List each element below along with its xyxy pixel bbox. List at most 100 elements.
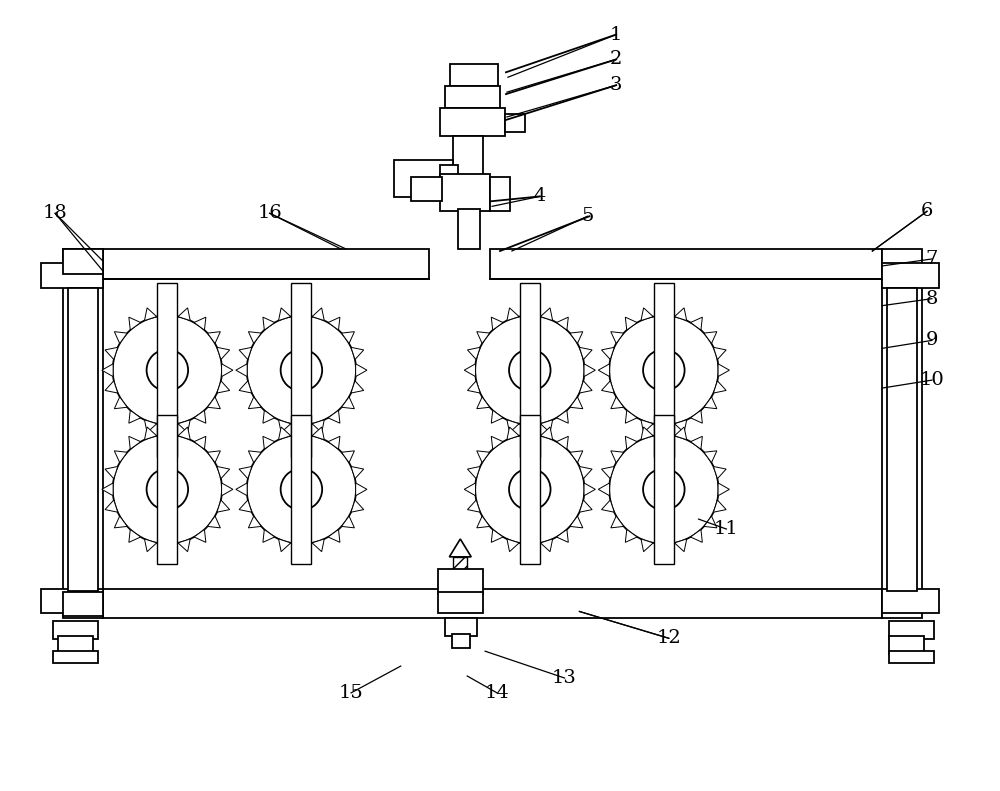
- Bar: [53, 622, 98, 639]
- Polygon shape: [540, 420, 553, 433]
- Polygon shape: [625, 317, 637, 330]
- Polygon shape: [556, 411, 568, 423]
- Polygon shape: [351, 467, 364, 479]
- Polygon shape: [328, 437, 340, 449]
- Polygon shape: [579, 347, 592, 360]
- Polygon shape: [477, 451, 490, 463]
- Polygon shape: [351, 380, 364, 393]
- Bar: [490, 249, 882, 278]
- Polygon shape: [312, 420, 324, 433]
- Polygon shape: [351, 347, 364, 360]
- Polygon shape: [161, 543, 174, 554]
- Circle shape: [643, 350, 685, 391]
- Polygon shape: [248, 331, 261, 343]
- Polygon shape: [540, 308, 553, 320]
- Polygon shape: [222, 364, 233, 377]
- Circle shape: [147, 350, 188, 391]
- Bar: [440, 165, 458, 195]
- Bar: [882, 263, 939, 288]
- Circle shape: [475, 316, 584, 425]
- Circle shape: [247, 435, 356, 544]
- Bar: [490, 176, 510, 211]
- Circle shape: [643, 468, 685, 510]
- Polygon shape: [144, 308, 157, 320]
- Bar: [68, 288, 98, 591]
- Polygon shape: [178, 308, 190, 320]
- Text: 16: 16: [257, 204, 282, 222]
- Circle shape: [281, 468, 322, 510]
- Polygon shape: [507, 420, 519, 433]
- Polygon shape: [342, 397, 354, 409]
- Polygon shape: [239, 347, 252, 360]
- Polygon shape: [312, 539, 324, 551]
- Polygon shape: [641, 308, 653, 320]
- Polygon shape: [556, 317, 568, 330]
- Polygon shape: [611, 451, 624, 463]
- Polygon shape: [540, 539, 553, 551]
- Polygon shape: [105, 380, 118, 393]
- Polygon shape: [194, 317, 206, 330]
- Polygon shape: [263, 317, 275, 330]
- Bar: [157, 414, 177, 564]
- Polygon shape: [236, 364, 247, 377]
- Polygon shape: [467, 347, 480, 360]
- Polygon shape: [328, 317, 340, 330]
- Text: 6: 6: [921, 202, 933, 221]
- Polygon shape: [161, 425, 174, 436]
- Polygon shape: [217, 467, 230, 479]
- Polygon shape: [207, 331, 220, 343]
- Polygon shape: [602, 380, 614, 393]
- Polygon shape: [579, 380, 592, 393]
- Polygon shape: [161, 424, 174, 435]
- Bar: [654, 414, 674, 564]
- Polygon shape: [279, 427, 291, 440]
- Polygon shape: [570, 451, 583, 463]
- Polygon shape: [477, 516, 490, 528]
- Bar: [882, 249, 922, 619]
- Polygon shape: [464, 483, 476, 496]
- Polygon shape: [178, 420, 190, 433]
- Polygon shape: [178, 539, 190, 551]
- Polygon shape: [194, 529, 206, 543]
- Polygon shape: [129, 529, 141, 543]
- Polygon shape: [105, 347, 118, 360]
- Polygon shape: [295, 424, 308, 435]
- Polygon shape: [704, 331, 717, 343]
- Polygon shape: [691, 529, 702, 543]
- Bar: [450, 64, 498, 86]
- Polygon shape: [217, 500, 230, 513]
- Polygon shape: [312, 308, 324, 320]
- Text: 7: 7: [926, 250, 938, 268]
- Polygon shape: [657, 305, 670, 316]
- Polygon shape: [477, 331, 490, 343]
- Polygon shape: [342, 331, 354, 343]
- Polygon shape: [657, 543, 670, 554]
- Text: 14: 14: [485, 684, 509, 702]
- Text: 18: 18: [43, 204, 68, 222]
- Polygon shape: [217, 347, 230, 360]
- Bar: [889, 651, 934, 663]
- Polygon shape: [236, 483, 247, 496]
- Polygon shape: [105, 467, 118, 479]
- Polygon shape: [217, 380, 230, 393]
- Polygon shape: [691, 411, 702, 423]
- Bar: [411, 176, 442, 202]
- Circle shape: [609, 316, 718, 425]
- Polygon shape: [477, 397, 490, 409]
- Polygon shape: [263, 437, 275, 449]
- Polygon shape: [507, 539, 519, 551]
- Polygon shape: [279, 308, 291, 320]
- Polygon shape: [248, 451, 261, 463]
- Polygon shape: [713, 467, 726, 479]
- Polygon shape: [523, 543, 536, 554]
- Polygon shape: [674, 308, 687, 320]
- Polygon shape: [570, 331, 583, 343]
- Polygon shape: [713, 347, 726, 360]
- Circle shape: [475, 435, 584, 544]
- Polygon shape: [691, 317, 702, 330]
- Polygon shape: [312, 427, 324, 440]
- Polygon shape: [161, 305, 174, 316]
- Polygon shape: [598, 483, 610, 496]
- Bar: [505, 114, 525, 132]
- Polygon shape: [207, 451, 220, 463]
